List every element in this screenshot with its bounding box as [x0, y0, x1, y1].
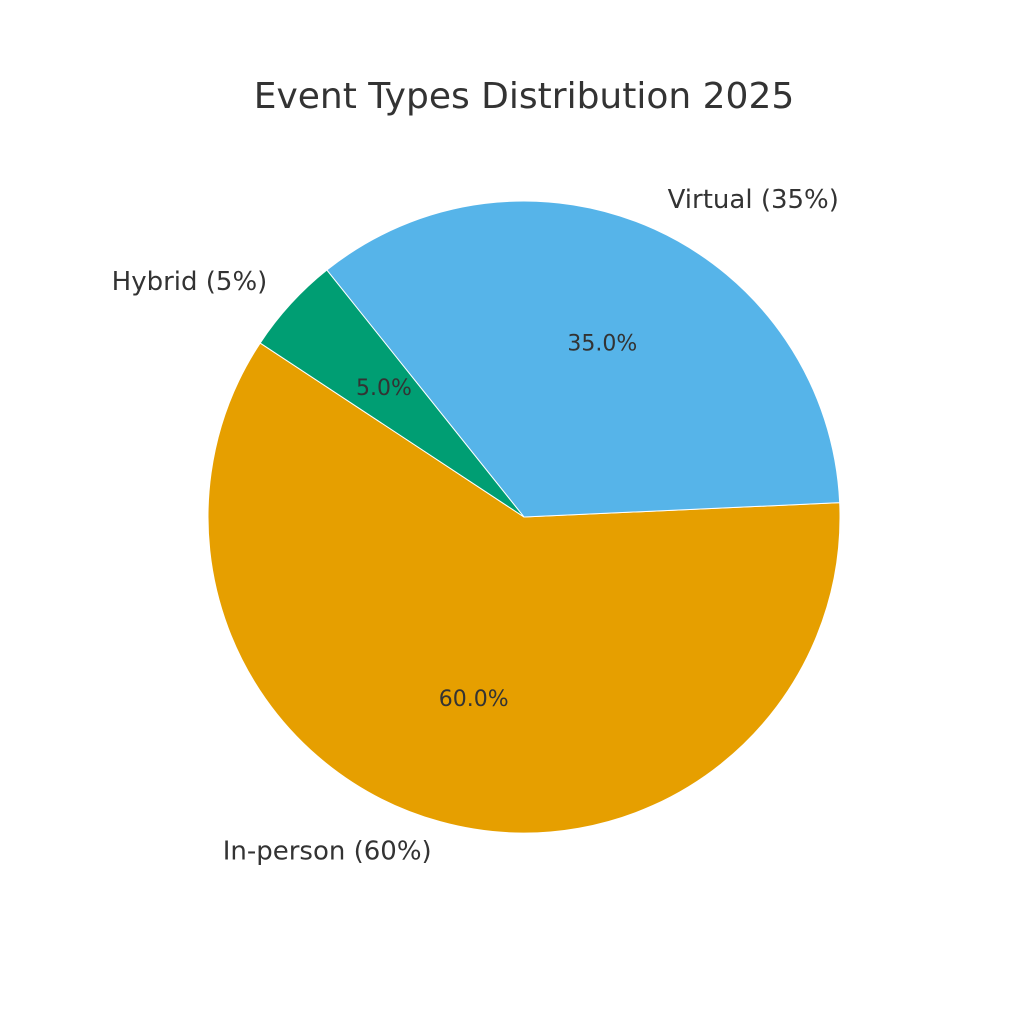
slice-labels: In-person (60%) Virtual (35%) Hybrid (5%): [112, 185, 839, 867]
slice-label-2: Hybrid (5%): [112, 267, 268, 297]
slice-percent-1: 35.0%: [567, 331, 637, 356]
slice-percent-2: 5.0%: [356, 376, 412, 401]
pie-slice-0: [207, 342, 841, 834]
slice-percent-0: 60.0%: [439, 687, 509, 712]
pie-slices: [207, 200, 841, 834]
percent-labels: 60.0% 35.0% 5.0%: [356, 331, 637, 711]
pie-slice-1: [326, 200, 841, 518]
chart-title: Event Types Distribution 2025: [254, 76, 795, 117]
slice-label-0: In-person (60%): [223, 837, 432, 867]
slice-label-1: Virtual (35%): [668, 185, 839, 215]
pie-slice-2: [259, 269, 525, 518]
